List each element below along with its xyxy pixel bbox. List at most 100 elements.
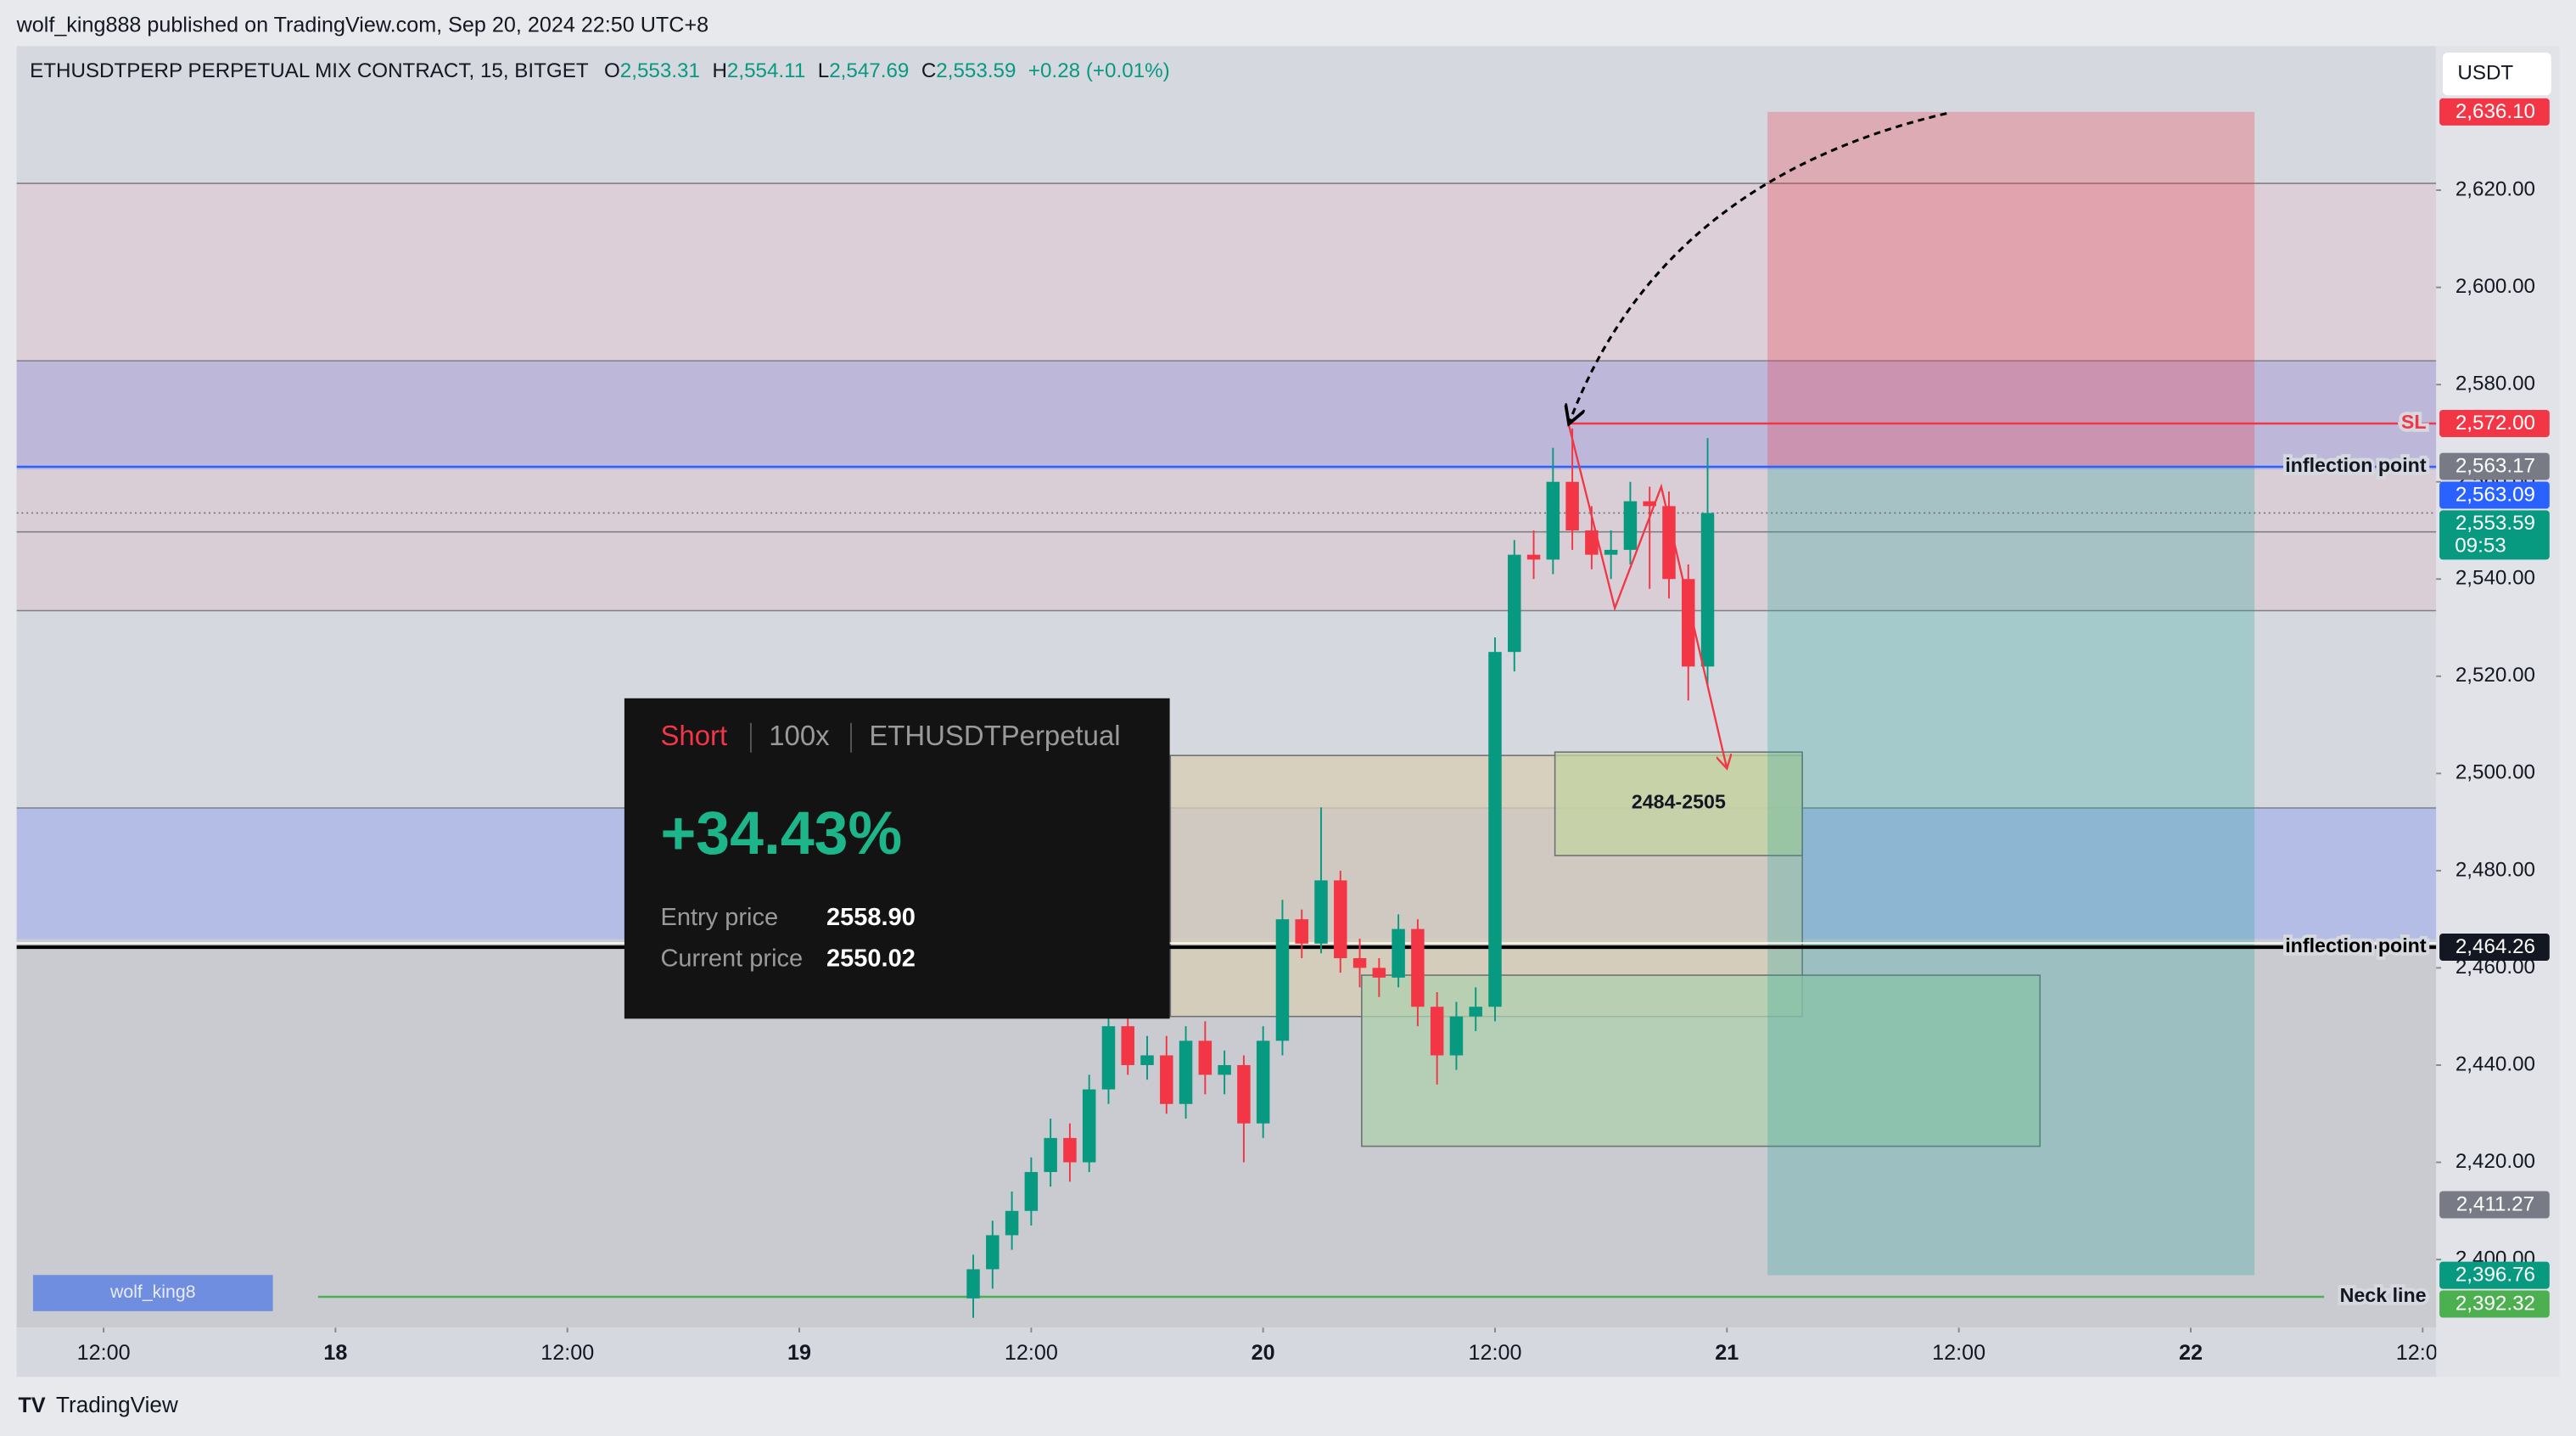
candle-body — [1082, 1089, 1096, 1163]
price-label-bg — [2439, 1191, 2550, 1219]
price-label-bg — [2439, 1290, 2550, 1318]
card-leverage: 100x — [769, 720, 830, 751]
candle-body — [1430, 1007, 1444, 1056]
candle-body — [1411, 928, 1425, 1007]
candle-body — [1469, 1007, 1482, 1017]
x-tick-label: 12:00 — [1932, 1341, 1985, 1365]
price-label-bg — [2439, 510, 2550, 560]
candle-body — [1218, 1064, 1231, 1075]
candle-body — [1101, 1026, 1116, 1090]
candle-body — [1179, 1041, 1193, 1104]
x-tick-label: 12:00 — [2396, 1341, 2450, 1365]
card-side: Short — [660, 720, 727, 751]
candle-body — [1334, 880, 1347, 958]
level-label: inflection point — [2285, 454, 2427, 476]
watermark: wolf_king8 — [109, 1282, 196, 1302]
price-label: 2,396.76 — [2456, 1263, 2535, 1286]
candle-body — [1121, 1026, 1134, 1065]
current-label: Current price — [660, 945, 803, 972]
price-label: 2,572.00 — [2456, 412, 2535, 435]
card-symbol: ETHUSDTPerpetual — [869, 720, 1120, 751]
candle-body — [1140, 1055, 1154, 1065]
candle-body — [1256, 1041, 1270, 1124]
card-bg — [624, 698, 1170, 1019]
candle-body — [1643, 501, 1656, 507]
x-tick-label: 20 — [1252, 1341, 1275, 1365]
price-countdown: 09:53 — [2455, 534, 2506, 557]
symbol-legend: ETHUSDTPERP PERPETUAL MIX CONTRACT, 15, … — [30, 60, 1170, 83]
position-card: Short 100x ETHUSDTPerpetual +34.43% Entr… — [624, 698, 1170, 1019]
candle-body — [1546, 481, 1560, 560]
entry-value: 2558.90 — [826, 904, 916, 931]
price-label: 2,636.10 — [2456, 100, 2535, 123]
card-pnl: +34.43% — [660, 799, 902, 867]
x-tick-label: 12:00 — [1005, 1341, 1058, 1365]
candle-body — [1623, 501, 1638, 550]
y-tick-label: 2,480.00 — [2456, 858, 2535, 881]
ohlc-value: 2,554.11 — [727, 60, 805, 83]
position-target — [1767, 467, 2255, 1276]
candle-body — [1488, 652, 1502, 1007]
price-label: 2,464.26 — [2456, 935, 2535, 958]
price-label-bg — [2439, 98, 2550, 126]
y-tick-label: 2,500.00 — [2456, 761, 2535, 784]
candle-body — [1449, 1016, 1464, 1056]
candle-body — [1352, 957, 1367, 968]
dotted-arrow — [1569, 112, 1947, 424]
price-label-bg — [2439, 1261, 2550, 1289]
level-label: Neck line — [2340, 1284, 2427, 1306]
y-tick-label: 2,540.00 — [2456, 567, 2535, 590]
time-axis-bg — [16, 1327, 2437, 1377]
zone-box — [1361, 974, 2041, 1147]
level-label: inflection point — [2285, 934, 2427, 956]
zone — [16, 361, 2437, 470]
position-stop — [1767, 111, 2255, 468]
x-tick-label: 19 — [787, 1341, 811, 1365]
zone — [16, 183, 2437, 362]
x-tick-label: 12:00 — [77, 1341, 131, 1365]
ohlc-value: 2,547.69 — [829, 60, 909, 83]
x-tick-label: 18 — [323, 1341, 347, 1365]
candle-body — [1198, 1041, 1212, 1075]
ohlc-key: L — [818, 60, 829, 83]
candle-body — [1526, 554, 1541, 560]
candle-body — [1314, 880, 1328, 944]
price-label-bg — [2439, 481, 2550, 509]
time-axis: 12:00 18 12:00 19 12:00 20 12:00 21 12:00 22 12:00 — [77, 1327, 2450, 1365]
level-label: SL — [2401, 411, 2427, 433]
currency: USDT — [2457, 62, 2513, 85]
candle-body — [1024, 1171, 1039, 1211]
x-tick-label: 12:00 — [540, 1341, 594, 1365]
zone-box — [1554, 751, 1803, 856]
box-label: 2484-2505 — [1632, 790, 1726, 812]
price-axis-bg — [2436, 46, 2560, 1377]
currency-button[interactable] — [2442, 52, 2551, 96]
candle-body — [1508, 554, 1521, 653]
ohlc-key: H — [712, 60, 726, 83]
current-value: 2550.02 — [826, 945, 916, 972]
price-label-bg — [2439, 452, 2550, 480]
price-axis: 2,400.002,420.002,440.002,460.002,480.00… — [2436, 98, 2550, 1318]
candle-body — [1604, 549, 1618, 555]
x-tick-label: 12:00 — [1469, 1341, 1522, 1365]
candle-body — [1295, 919, 1308, 944]
candle-body — [986, 1235, 1000, 1270]
y-tick-label: 2,440.00 — [2456, 1052, 2535, 1075]
ohlc-value: 2,553.31 — [620, 60, 700, 83]
price-label-bg — [2439, 934, 2550, 961]
candle-body — [1392, 928, 1405, 978]
y-tick-label: 2,580.00 — [2456, 373, 2535, 395]
publisher: wolf_king888 published on TradingView.co… — [16, 14, 709, 37]
entry-label: Entry price — [660, 904, 778, 931]
candle-body — [1275, 919, 1290, 1041]
price-label: 2,563.09 — [2456, 483, 2535, 506]
ohlc-key: O — [604, 60, 620, 83]
plot: SL inflection point inflection point Neck l… — [16, 111, 2437, 1328]
zone — [16, 469, 2437, 611]
candle-body — [1700, 513, 1715, 667]
candle-body — [1063, 1137, 1077, 1163]
candle-body — [1372, 968, 1386, 978]
candle-body — [1585, 530, 1599, 555]
price-label: 2,411.27 — [2456, 1192, 2534, 1215]
candle-body — [1682, 579, 1695, 667]
